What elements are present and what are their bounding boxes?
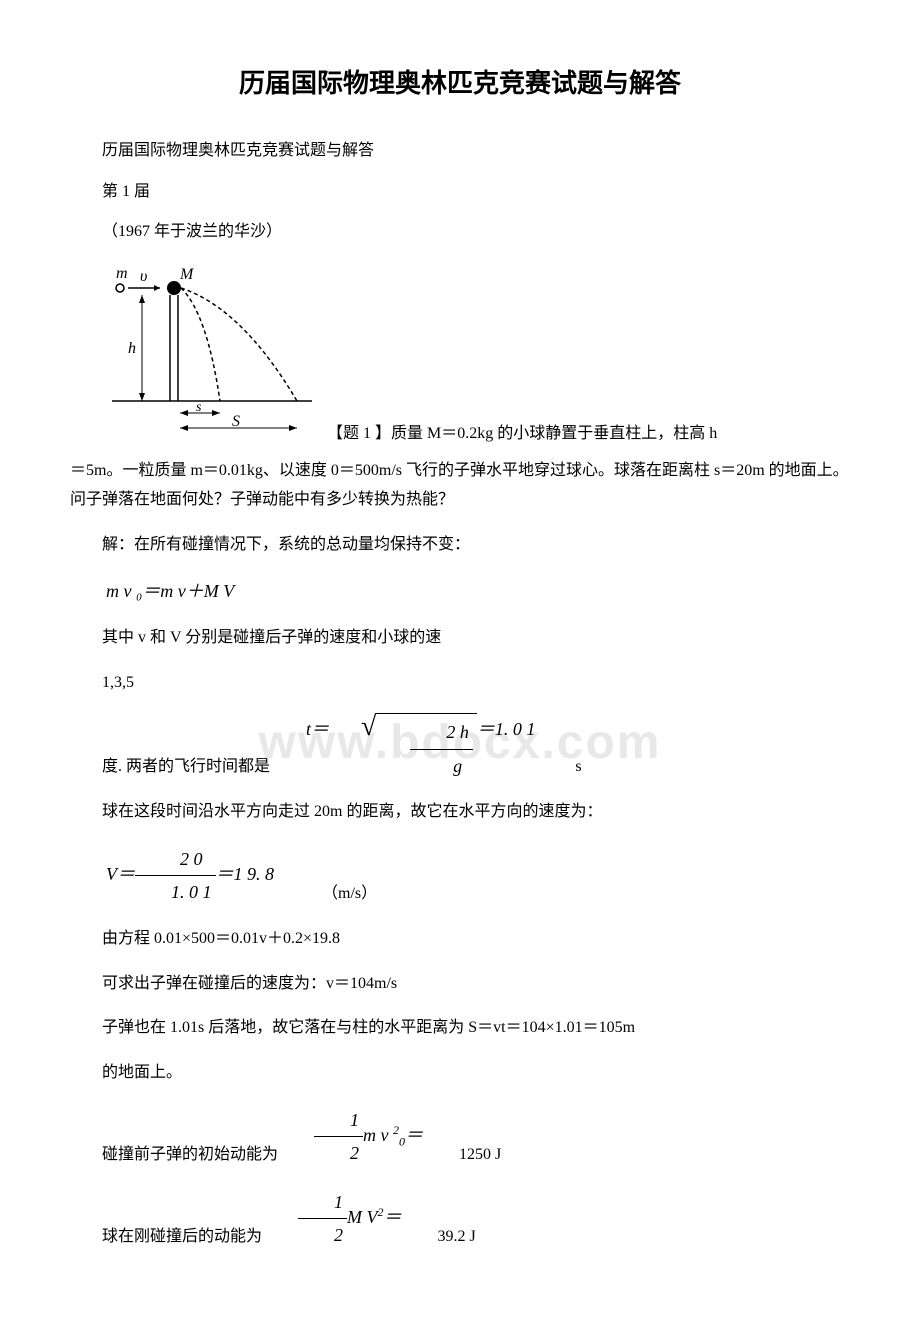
subtitle: 历届国际物理奥林匹克竞赛试题与解答 — [70, 137, 850, 166]
year-info: （1967 年于波兰的华沙） — [70, 218, 850, 247]
label-s-small: s — [196, 400, 202, 415]
momentum-equation: m v ₀＝m v＋M V — [70, 575, 850, 607]
bullet-landing-2: 的地面上。 — [70, 1059, 850, 1088]
bullet-velocity-result: 可求出子弹在碰撞后的速度为：v＝104m/s — [70, 970, 850, 999]
physics-diagram: m υ M h s — [102, 263, 317, 449]
time-unit: s — [543, 753, 581, 782]
problem-text-line1: 质量 M＝0.2kg 的小球静置于垂直柱上，柱高 h — [391, 420, 717, 449]
page-numbers: 1,3,5 — [70, 669, 850, 698]
ke-initial-formula: 12m v 20＝ — [282, 1104, 423, 1170]
label-h: h — [128, 340, 136, 357]
ball-distance-text: 球在这段时间沿水平方向走过 20m 的距离，故它在水平方向的速度为： — [70, 798, 850, 827]
label-m: m — [116, 265, 128, 282]
ke-ball-value: 39.2 J — [406, 1223, 476, 1252]
bullet-landing: 子弹也在 1.01s 后落地，故它落在与柱的水平距离为 S＝vt＝104×1.0… — [70, 1014, 850, 1043]
ke-initial-value: 1250 J — [427, 1141, 501, 1170]
page-title: 历届国际物理奥林匹克竞赛试题与解答 — [70, 60, 850, 107]
ke-ball-formula: 12M V2＝ — [266, 1186, 402, 1252]
velocity-formula: V＝2 01. 0 1＝1 9. 8 — [74, 843, 274, 909]
solution-intro: 解：在所有碰撞情况下，系统的总动量均保持不变： — [70, 531, 850, 560]
time-text-prefix: 度. 两者的飞行时间都是 — [70, 753, 270, 782]
momentum-numeric: 由方程 0.01×500＝0.01v＋0.2×19.8 — [70, 925, 850, 954]
problem-label: 【题 1 】 — [327, 420, 391, 449]
time-formula: t＝√2 hg＝1. 0 1 — [274, 713, 535, 782]
label-s-big: S — [232, 413, 240, 430]
ke-ball-prefix: 球在刚碰撞后的动能为 — [70, 1223, 262, 1252]
velocity-explanation: 其中 v 和 V 分别是碰撞后子弹的速度和小球的速 — [70, 624, 850, 653]
ke-initial-prefix: 碰撞前子弹的初始动能为 — [70, 1141, 278, 1170]
session-number: 第 1 届 — [70, 178, 850, 207]
problem-text-line2: ＝5m。一粒质量 m＝0.01kg、以速度 0＝500m/s 飞行的子弹水平地穿… — [70, 457, 850, 515]
label-big-m: M — [179, 266, 195, 283]
label-v: υ — [140, 268, 147, 285]
velocity-unit: （m/s） — [290, 880, 377, 909]
